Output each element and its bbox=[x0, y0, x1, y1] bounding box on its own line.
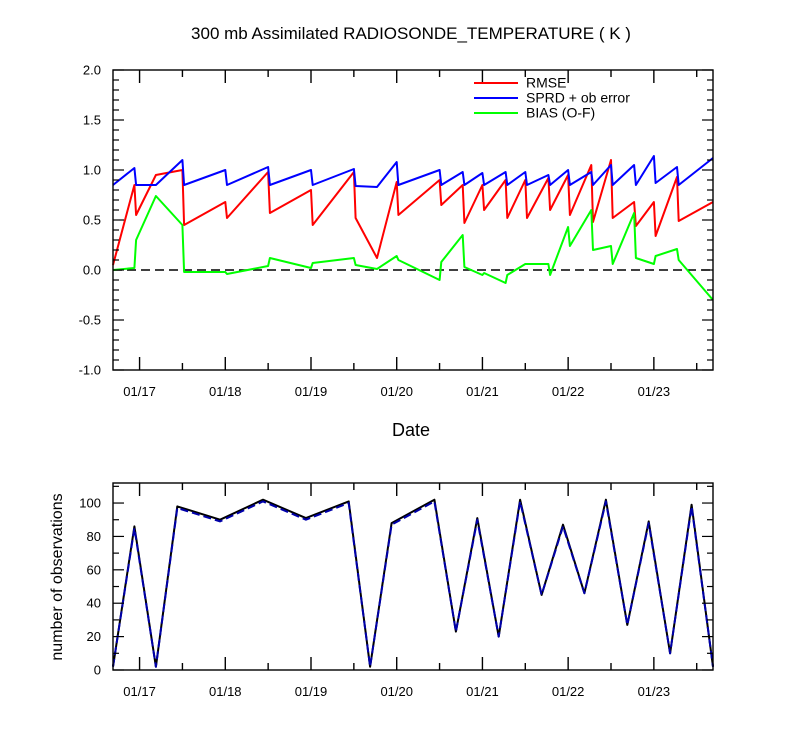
x-tick-label: 01/20 bbox=[380, 684, 413, 699]
x-tick-label: 01/23 bbox=[638, 684, 671, 699]
chart-title: 300 mb Assimilated RADIOSONDE_TEMPERATUR… bbox=[191, 24, 631, 43]
y-tick-label: 100 bbox=[79, 496, 101, 511]
x-tick-label: 01/19 bbox=[295, 384, 328, 399]
legend-label: RMSE bbox=[526, 75, 566, 91]
y-tick-label: 80 bbox=[87, 529, 101, 544]
x-tick-label: 01/18 bbox=[209, 384, 242, 399]
x-tick-label: 01/21 bbox=[466, 384, 499, 399]
y-tick-label: 20 bbox=[87, 629, 101, 644]
x-tick-label: 01/18 bbox=[209, 684, 242, 699]
x-tick-label: 01/21 bbox=[466, 684, 499, 699]
y-tick-label: 0.0 bbox=[83, 263, 101, 278]
bottom-y-axis-label: number of observations bbox=[49, 493, 66, 660]
bottom-plot-panel: 01/17 01/18 01/19 01/20 01/21 01/22 01/23 0 20 40… bbox=[79, 482, 714, 699]
plot-frame bbox=[112, 482, 714, 671]
series-line-sprd-ob-error bbox=[112, 155, 714, 188]
y-tick-label: 0 bbox=[94, 663, 101, 678]
top-x-axis-label: Date bbox=[392, 420, 430, 440]
x-tick-label: 01/22 bbox=[552, 684, 585, 699]
x-tick-label: 01/17 bbox=[123, 684, 156, 699]
y-tick-label: 0.5 bbox=[83, 213, 101, 228]
x-tick-label: 01/17 bbox=[123, 384, 156, 399]
y-tick-label: 1.0 bbox=[83, 163, 101, 178]
y-tick-label: 1.5 bbox=[83, 113, 101, 128]
top-plot-panel: 01/17 01/18 01/19 01/20 01/21 01/22 01/23 -1.0 -… bbox=[79, 63, 714, 399]
y-tick-label: -0.5 bbox=[79, 313, 101, 328]
legend-label: BIAS (O-F) bbox=[526, 105, 595, 121]
y-tick-label: 60 bbox=[87, 562, 101, 577]
y-tick-label: 40 bbox=[87, 596, 101, 611]
series-line-bias-o-f bbox=[112, 195, 714, 301]
x-tick-label: 01/22 bbox=[552, 384, 585, 399]
y-tick-label: 2.0 bbox=[83, 63, 101, 78]
x-tick-label: 01/19 bbox=[295, 684, 328, 699]
series-line-rmse bbox=[112, 159, 714, 266]
series-line-assimilated bbox=[112, 500, 714, 668]
legend-label: SPRD + ob error bbox=[526, 90, 630, 106]
x-tick-label: 01/20 bbox=[380, 384, 413, 399]
y-tick-label: -1.0 bbox=[79, 363, 101, 378]
x-tick-label: 01/23 bbox=[638, 384, 671, 399]
